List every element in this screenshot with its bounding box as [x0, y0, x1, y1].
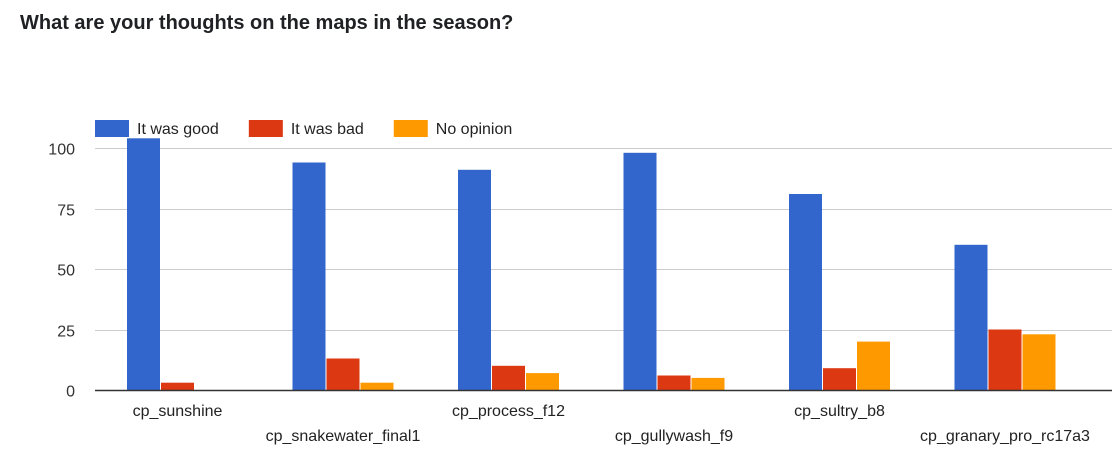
x-tick-label: cp_snakewater_final1 [266, 428, 421, 445]
bar [326, 358, 360, 390]
x-tick-label: cp_process_f12 [452, 403, 565, 420]
bar [360, 382, 394, 390]
bar [857, 341, 890, 390]
bar [789, 194, 822, 390]
bar [823, 368, 856, 390]
bar [691, 377, 725, 390]
bar [1022, 334, 1056, 390]
legend-swatch [95, 120, 129, 137]
bar [127, 138, 160, 390]
legend-swatch [248, 120, 283, 137]
bars [127, 138, 1056, 390]
bar [161, 382, 194, 390]
x-tick-label: cp_sunshine [133, 403, 223, 420]
y-tick-label: 75 [57, 203, 75, 220]
bar [526, 373, 559, 390]
legend-label: It was bad [291, 121, 364, 138]
y-tick-label: 50 [57, 263, 75, 280]
x-tick-label: cp_sultry_b8 [794, 403, 885, 420]
y-tick-label: 100 [48, 142, 75, 159]
legend-label: No opinion [436, 121, 513, 138]
bar [292, 162, 326, 390]
legend: It was good It was bad No opinion [95, 120, 512, 138]
chart-title: What are your thoughts on the maps in th… [20, 12, 514, 34]
x-tick-label: cp_gullywash_f9 [615, 428, 733, 445]
gridlines [95, 148, 1112, 331]
y-tick-label: 25 [57, 324, 75, 341]
bar [657, 375, 691, 390]
y-axis: 0 25 50 75 100 [48, 142, 75, 401]
bar [458, 169, 491, 390]
legend-swatch [393, 120, 428, 137]
bar [492, 365, 525, 390]
legend-label: It was good [137, 121, 219, 138]
bar [988, 329, 1022, 390]
x-tick-label: cp_granary_pro_rc17a3 [920, 428, 1090, 445]
y-tick-label: 0 [66, 384, 75, 401]
bar [623, 152, 657, 390]
x-axis: cp_sunshine cp_snakewater_final1 cp_proces… [133, 403, 1090, 445]
bar [954, 244, 988, 390]
